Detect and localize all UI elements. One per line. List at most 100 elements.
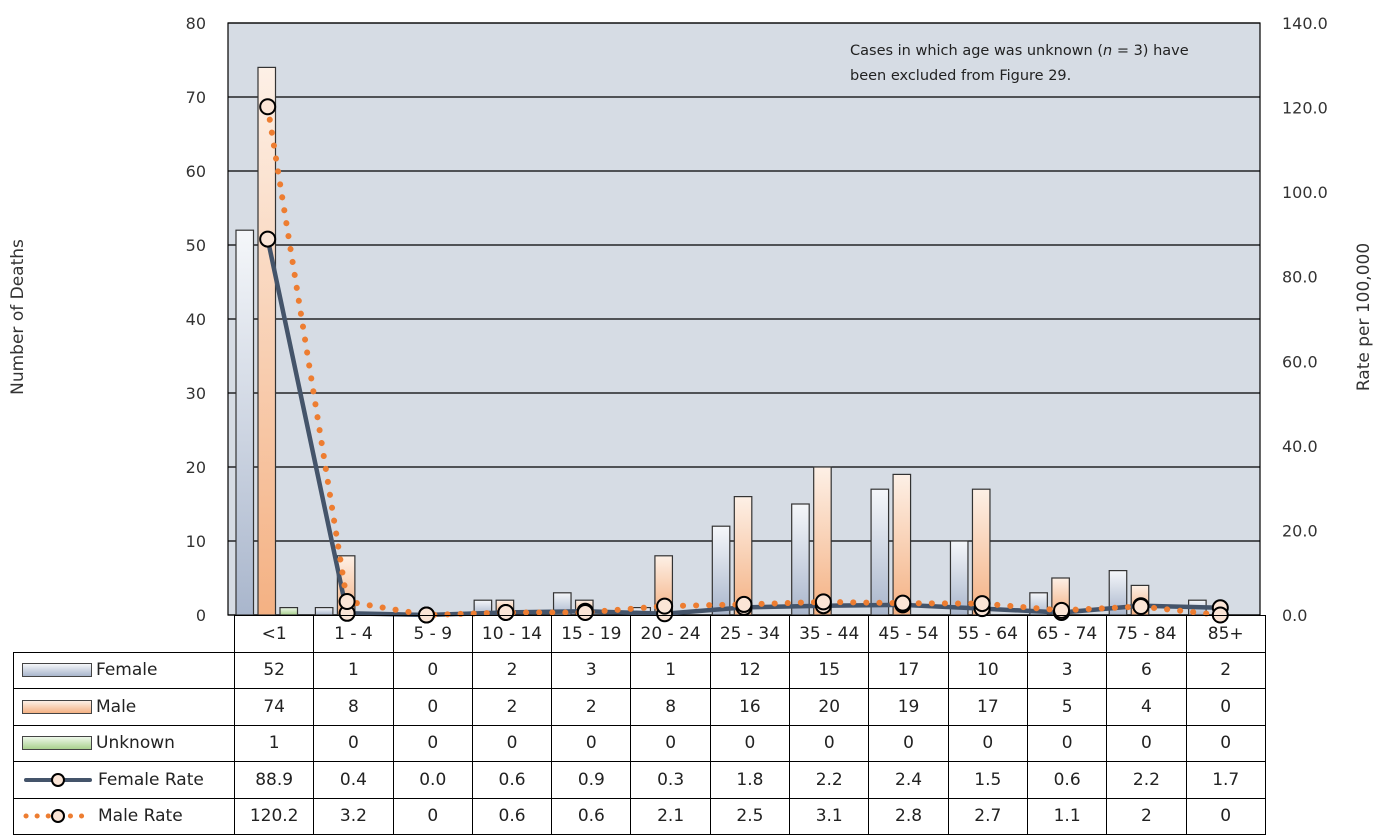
table-cell: 0.4 bbox=[313, 761, 394, 799]
table-cell: 17 bbox=[947, 688, 1028, 726]
legend-label: Unknown bbox=[96, 733, 175, 754]
table-cell: 20 bbox=[789, 688, 870, 726]
table-cell: 0 bbox=[1185, 797, 1266, 835]
table-cell: 74 bbox=[233, 688, 315, 726]
y2-axis-title: Rate per 100,000 bbox=[1354, 242, 1374, 392]
table-cell: 5 bbox=[1026, 688, 1108, 726]
legend-label: Male Rate bbox=[98, 806, 183, 827]
table-cell: 2 bbox=[551, 688, 632, 726]
legend-label: Male bbox=[96, 696, 137, 717]
table-cell: 52 bbox=[233, 651, 315, 689]
table-cell: 0.3 bbox=[630, 761, 711, 799]
bar-female bbox=[235, 229, 255, 616]
x-tick-label: 35 - 44 bbox=[789, 615, 870, 653]
table-cell: 3 bbox=[551, 651, 632, 689]
marker-male-rate bbox=[973, 595, 991, 613]
table-cell: 8 bbox=[630, 688, 711, 726]
legend-label: Female Rate bbox=[98, 769, 204, 790]
y-tick-label: 80 bbox=[186, 14, 206, 33]
x-tick-label: 10 - 14 bbox=[471, 615, 553, 653]
table-cell: 2 bbox=[471, 651, 553, 689]
table-cell: 1.8 bbox=[709, 761, 791, 799]
legend-swatch bbox=[22, 699, 92, 714]
x-tick-label: 15 - 19 bbox=[551, 615, 632, 653]
legend-entry: Male Rate bbox=[13, 797, 235, 835]
table-cell: 0 bbox=[789, 724, 870, 762]
table-cell: 0 bbox=[630, 724, 711, 762]
x-tick-label: 85+ bbox=[1185, 615, 1266, 653]
table-cell: 2 bbox=[471, 688, 553, 726]
table-cell: 1 bbox=[313, 651, 394, 689]
marker-male-rate bbox=[656, 597, 674, 615]
y-tick-label: 30 bbox=[186, 384, 206, 403]
table-cell: 2.2 bbox=[1106, 761, 1187, 799]
table-corner bbox=[14, 616, 235, 653]
bar-unknown bbox=[279, 606, 299, 616]
note-text-3: been excluded from Figure 29. bbox=[850, 68, 1072, 84]
bar-female bbox=[949, 540, 969, 616]
y-tick-label: 60 bbox=[186, 162, 206, 181]
table-cell: 0 bbox=[313, 724, 394, 762]
legend-entry: Female bbox=[13, 651, 235, 689]
table-cell: 2 bbox=[1106, 797, 1187, 835]
table-cell: 1 bbox=[630, 651, 711, 689]
y2-tick-label: 80.0 bbox=[1282, 268, 1318, 287]
legend-swatch bbox=[22, 663, 92, 678]
table-row: Unknown 1 0 0 0 0 0 0 0 0 0 0 0 0 bbox=[13, 724, 1266, 762]
x-tick-label: <1 bbox=[233, 615, 315, 653]
y2-tick-label: 20.0 bbox=[1282, 521, 1318, 540]
chart-note: Cases in which age was unknown (n = 3) h… bbox=[850, 39, 1260, 89]
bar-female bbox=[791, 503, 810, 616]
table-cell: 88.9 bbox=[233, 761, 315, 799]
table-cell: 0 bbox=[1185, 688, 1266, 726]
table-cell: 0.6 bbox=[1026, 761, 1108, 799]
bar-male bbox=[813, 466, 832, 616]
table-cell: 3 bbox=[1026, 651, 1108, 689]
table-cell: 15 bbox=[789, 651, 870, 689]
x-tick-label: 5 - 9 bbox=[392, 615, 473, 653]
bar-female bbox=[1108, 569, 1128, 616]
legend-entry: Male bbox=[13, 688, 235, 726]
table-cell: 0 bbox=[1185, 724, 1266, 762]
y-tick-label: 10 bbox=[186, 532, 206, 551]
note-text-2: = 3) have bbox=[1112, 43, 1189, 59]
legend-line-marker bbox=[22, 808, 94, 824]
table-cell: 1 bbox=[233, 724, 315, 762]
table-cell: 17 bbox=[868, 651, 949, 689]
y-tick-label: 70 bbox=[186, 88, 206, 107]
x-tick-label: 20 - 24 bbox=[630, 615, 711, 653]
table-cell: 0.0 bbox=[392, 761, 473, 799]
table-row: Male 74 8 0 2 2 8 16 20 19 17 5 4 0 bbox=[13, 688, 1266, 726]
right-axis-ticks: 0.0 20.0 40.0 60.0 80.0 100.0 120.0 140.0 bbox=[1282, 14, 1328, 625]
table-cell: 0.6 bbox=[471, 761, 553, 799]
table-cell: 0 bbox=[471, 724, 553, 762]
table-cell: 0 bbox=[1026, 724, 1108, 762]
y-tick-label: 50 bbox=[186, 236, 206, 255]
y2-tick-label: 120.0 bbox=[1282, 99, 1328, 118]
left-axis-ticks: 0 10 20 30 40 50 60 70 80 bbox=[186, 14, 206, 625]
table-cell: 0 bbox=[709, 724, 791, 762]
table-row: Male Rate 120.2 3.2 0 0.6 0.6 2.1 2.5 3.1 2.8 2.7 1… bbox=[13, 797, 1266, 835]
table-cell: 0 bbox=[868, 724, 949, 762]
y-tick-label: 40 bbox=[186, 310, 206, 329]
table-cell: 0 bbox=[392, 651, 473, 689]
y2-tick-label: 100.0 bbox=[1282, 183, 1328, 202]
table-cell: 8 bbox=[313, 688, 394, 726]
table-cell: 1.7 bbox=[1185, 761, 1266, 799]
table-cell: 3.2 bbox=[313, 797, 394, 835]
bar-female bbox=[314, 606, 334, 616]
table-cell: 1.5 bbox=[947, 761, 1028, 799]
table-cell: 0 bbox=[1106, 724, 1187, 762]
table-cell: 2.5 bbox=[709, 797, 791, 835]
legend-line-marker bbox=[22, 772, 94, 788]
legend-label: Female bbox=[96, 660, 158, 681]
marker-male-rate bbox=[735, 595, 753, 613]
table-cell: 2 bbox=[1185, 651, 1266, 689]
y2-tick-label: 40.0 bbox=[1282, 437, 1318, 456]
table-cell: 1.1 bbox=[1026, 797, 1108, 835]
y-tick-label: 20 bbox=[186, 458, 206, 477]
table-cell: 2.8 bbox=[868, 797, 949, 835]
table-cell: 10 bbox=[947, 651, 1028, 689]
bar-male bbox=[892, 473, 912, 616]
table-cell: 0 bbox=[392, 688, 473, 726]
